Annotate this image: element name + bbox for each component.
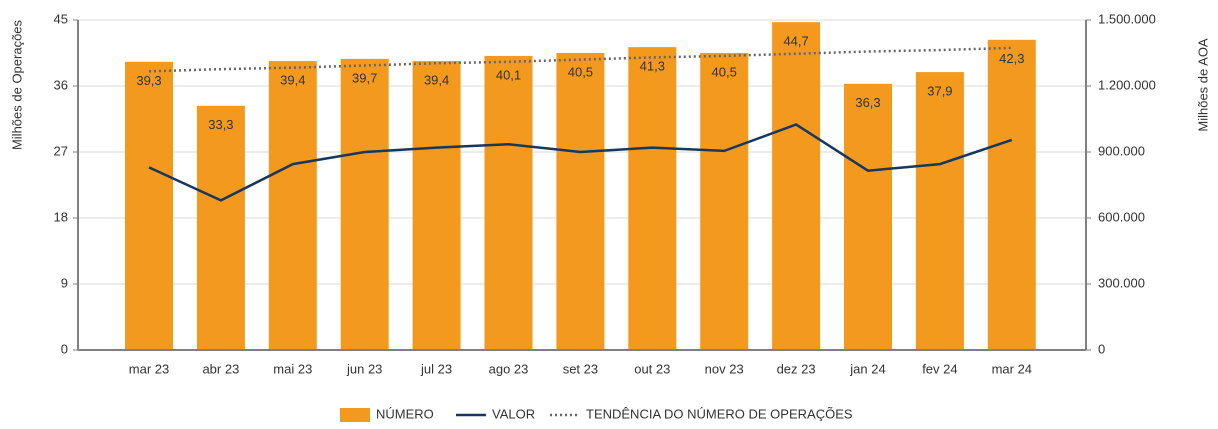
bar [772,22,821,350]
trend-line [148,46,1012,73]
data-label: 39,7 [352,70,377,85]
data-label: 44,7 [783,34,808,49]
data-label: 39,3 [136,73,161,88]
data-label: 36,3 [855,95,880,110]
y2-tick-label: 0 [1098,341,1105,356]
y2-tick-label: 1.500.000 [1098,11,1156,26]
bar [700,53,749,350]
bar [340,58,389,350]
data-label: 39,4 [424,73,449,88]
bar [196,105,245,350]
y2-axis-title: Milhões de AOA [1195,38,1210,132]
x-tick-label: ago 23 [489,361,529,376]
x-tick-label: jul 23 [420,361,452,376]
data-label: 40,5 [568,64,593,79]
bar [915,72,964,351]
x-tick-label: mar 23 [129,361,169,376]
y2-tick-label: 600.000 [1098,209,1145,224]
x-tick-label: jan 24 [849,361,885,376]
y-tick-label: 45 [54,11,68,26]
data-label: 33,3 [208,117,233,132]
legend-label: NÚMERO [376,406,434,421]
x-tick-label: mar 24 [992,361,1032,376]
legend-label: VALOR [492,406,535,421]
bar [987,39,1036,351]
x-tick-label: jun 23 [346,361,382,376]
bar [125,61,173,351]
y2-tick-label: 300.000 [1098,275,1145,290]
x-tick-label: abr 23 [202,361,239,376]
data-label: 37,9 [927,84,952,99]
x-tick-label: fev 24 [922,361,957,376]
x-tick-label: dez 23 [777,361,816,376]
y-tick-label: 0 [61,341,68,356]
y2-tick-label: 1.200.000 [1098,77,1156,92]
x-tick-label: nov 23 [705,361,744,376]
y-axis-title: Milhões de Operações [9,19,24,150]
bar [484,55,533,350]
y-tick-label: 9 [61,275,68,290]
bar [556,53,605,350]
x-tick-label: set 23 [563,361,598,376]
bar [628,47,677,351]
data-label: 41,3 [640,59,665,74]
data-label: 39,4 [280,73,305,88]
x-tick-label: mai 23 [273,361,312,376]
bar [412,61,461,351]
y-tick-label: 27 [54,143,68,158]
legend-swatch [340,408,370,422]
x-tick-label: out 23 [634,361,670,376]
legend-label: TENDÊNCIA DO NÚMERO DE OPERAÇÕES [586,406,853,421]
bar [268,61,317,351]
data-label: 40,1 [496,67,521,82]
data-label: 42,3 [999,51,1024,66]
line [148,123,1013,202]
data-label: 40,5 [712,64,737,79]
y2-tick-label: 900.000 [1098,143,1145,158]
y-tick-label: 36 [54,77,68,92]
bar [844,83,892,351]
y-tick-label: 18 [54,209,68,224]
